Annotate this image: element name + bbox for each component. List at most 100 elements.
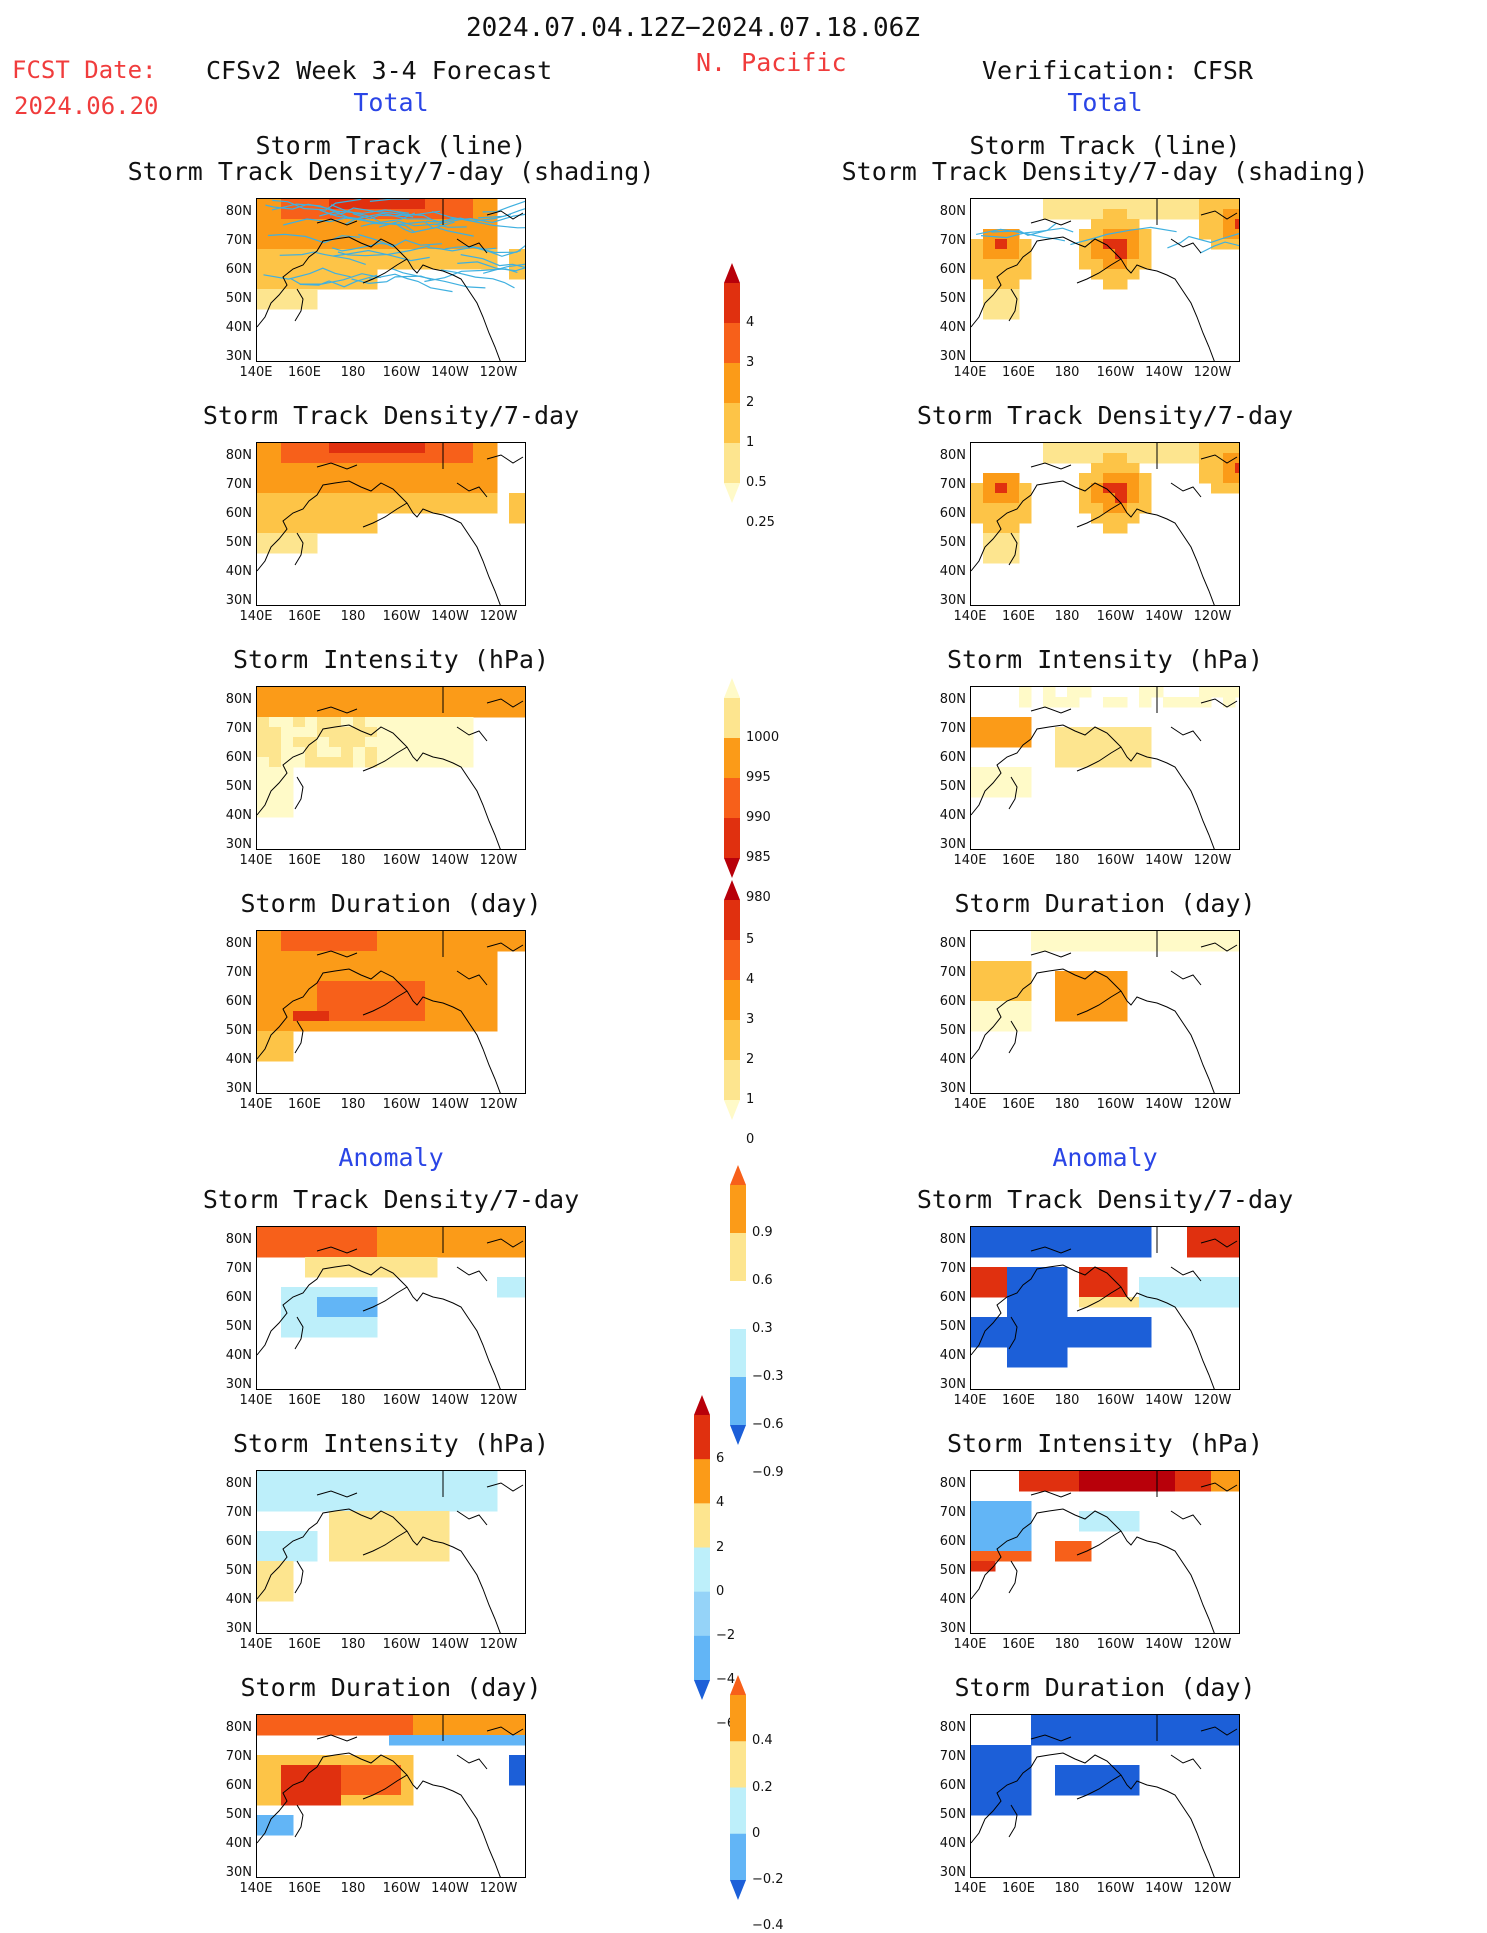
shading-cell [971, 1337, 984, 1348]
fcst-date-value: 2024.06.20 [14, 92, 159, 120]
shading-cell [983, 229, 996, 240]
shading-cell [413, 737, 426, 748]
coastline [971, 1227, 1238, 1389]
shading-cell [293, 687, 306, 698]
shading-cell [1079, 1297, 1092, 1308]
shading-cell [425, 747, 438, 758]
shading-cell [995, 1227, 1008, 1238]
lat-tick-label: 80N [939, 204, 966, 219]
shading-cell [1115, 1471, 1128, 1482]
storm-track-line [369, 199, 411, 202]
shading-cell [1175, 941, 1188, 952]
shading-cell [269, 757, 282, 768]
shading-cell [1103, 503, 1116, 514]
shading-cell [341, 1227, 354, 1238]
shading-cell [473, 1227, 486, 1238]
shading-cell [995, 1755, 1008, 1766]
shading-cell [329, 1521, 342, 1532]
shading-cell [353, 1297, 366, 1308]
shading-cell [425, 697, 438, 708]
shading-cell [1007, 1347, 1020, 1358]
shading-cell [1079, 239, 1092, 250]
shading-cell [461, 1011, 474, 1022]
shading-cell [389, 941, 402, 952]
shading-cell [1223, 1237, 1236, 1248]
lat-tick-label: 60N [225, 506, 252, 521]
shading-cell [1103, 1511, 1116, 1522]
storm-track-line [460, 254, 525, 268]
shading-cell [485, 463, 498, 474]
lon-tick-label: 140E [953, 1097, 987, 1112]
shading-cell [389, 1511, 402, 1522]
shading-cell [401, 757, 414, 768]
shading-cell [377, 229, 390, 240]
shading-cell [983, 1011, 996, 1022]
lat-tick-label: 30N [939, 837, 966, 852]
shading-cell [1139, 941, 1152, 952]
shading-cell [1007, 777, 1020, 788]
shading-cell [1007, 249, 1020, 260]
shading-cell [257, 787, 270, 798]
shading-cell [1019, 1765, 1032, 1776]
shading-cell [1091, 1725, 1104, 1736]
shading-cell [305, 503, 318, 514]
shading-cell [413, 1735, 426, 1746]
shading-cell [269, 727, 282, 738]
shading-cell [365, 259, 378, 270]
colorbar-segment [724, 283, 740, 324]
shading-cell [1199, 1287, 1212, 1298]
shading-cell [365, 443, 378, 454]
right-intensity-anom-title: Storm Intensity (hPa) [946, 1429, 1264, 1458]
shading-cell [1103, 697, 1116, 708]
shading-cell [329, 503, 342, 514]
shading-cell [1019, 981, 1032, 992]
shading-cell [461, 717, 474, 728]
shading-cell [317, 991, 330, 1002]
lat-tick-label: 40N [939, 1348, 966, 1363]
shading-cell [1079, 1337, 1092, 1348]
shading-cell [401, 991, 414, 1002]
shading-cell [269, 1001, 282, 1012]
shading-cell [293, 1775, 306, 1786]
shading-cell [1019, 1347, 1032, 1358]
colorbar-graphic [724, 263, 740, 503]
shading-cell [1103, 523, 1116, 534]
lat-tick-label: 50N [939, 779, 966, 794]
shading-cell [521, 1227, 525, 1238]
shading-cell [1187, 1297, 1200, 1308]
shading-cell [269, 1571, 282, 1582]
lon-tick-label: 140E [239, 853, 273, 868]
shading-cell [377, 463, 390, 474]
shading-cell [971, 1521, 984, 1532]
shading-cell [377, 1795, 390, 1806]
shading-cell [365, 757, 378, 768]
shading-cell [1043, 1267, 1056, 1278]
shading-cell [293, 1021, 306, 1032]
shading-cell [305, 1785, 318, 1796]
shading-cell [353, 1287, 366, 1298]
shading-cell [485, 1227, 498, 1238]
shading-cell [341, 229, 354, 240]
storm-track-line [319, 209, 431, 220]
shading-cell [1079, 493, 1092, 504]
lat-tick-label: 70N [225, 477, 252, 492]
shading-cell [1139, 249, 1152, 260]
shading-cell [305, 931, 318, 942]
shading-cell [281, 687, 294, 698]
coastline [971, 1471, 1238, 1633]
shading-cell [983, 1561, 996, 1572]
shading-cell [425, 961, 438, 972]
lon-tick-label: 160E [1001, 1881, 1036, 1896]
shading-cell [1223, 941, 1236, 952]
storm-track-line [393, 221, 474, 237]
shading-cell [257, 1237, 270, 1248]
shading-cell [1103, 981, 1116, 992]
shading-cell [461, 259, 474, 270]
shading-cell [293, 1481, 306, 1492]
colorbar-segment [724, 738, 740, 779]
shading-cell [1235, 239, 1239, 250]
shading-cell [353, 1227, 366, 1238]
shading-cell [449, 473, 462, 484]
shading-cell [257, 1795, 270, 1806]
shading-cell [293, 1297, 306, 1308]
